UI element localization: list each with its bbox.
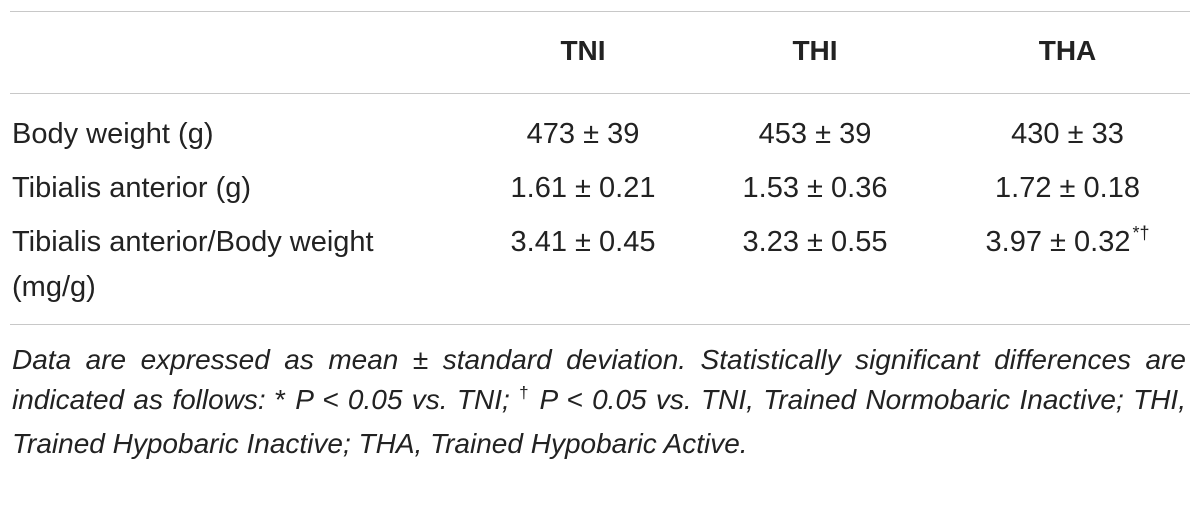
header-divider-rule: [10, 93, 1190, 94]
cell-ratio-tni: 3.41 ± 0.45: [510, 226, 656, 258]
cell-ratio-tha-value: 3.97 ± 0.32: [985, 226, 1131, 258]
cell-ratio-tha: 3.97 ± 0.32 *†: [960, 223, 1175, 262]
footnote-part3: P < 0.05 vs. TNI, Trained Normobaric Ina…: [12, 384, 1186, 459]
cell-body-weight-thi: 453 ± 39: [758, 118, 872, 150]
table-footnote: Data are expressed as mean ± standard de…: [12, 340, 1186, 464]
table-bottom-rule: [10, 324, 1190, 325]
row-label-tibialis-anterior: Tibialis anterior (g): [12, 172, 252, 204]
column-header-tha: THA: [1038, 35, 1097, 66]
cell-tibialis-anterior-tni: 1.61 ± 0.21: [510, 172, 656, 204]
footnote-asterisk: *: [275, 384, 286, 415]
cell-tibialis-anterior-tha: 1.72 ± 0.18: [995, 172, 1140, 204]
row-label-ratio-line1: Tibialis anterior/Body weight: [12, 226, 374, 258]
cell-tibialis-anterior-thi: 1.53 ± 0.36: [742, 172, 888, 204]
column-header-tni: TNI: [560, 35, 606, 66]
footnote-part1: Data are expressed as mean ± standard de…: [12, 344, 1186, 415]
footnote-dagger: †: [519, 383, 531, 402]
significance-marks: *†: [1132, 223, 1150, 243]
cell-body-weight-tni: 473 ± 39: [526, 118, 640, 150]
footnote-part2: P < 0.05 vs. TNI;: [285, 384, 520, 415]
cell-ratio-thi: 3.23 ± 0.55: [742, 226, 888, 258]
table-top-rule: [10, 11, 1190, 12]
cell-body-weight-tha: 430 ± 33: [1011, 118, 1124, 150]
row-label-ratio-line2: (mg/g): [12, 271, 96, 303]
column-header-thi: THI: [792, 35, 838, 66]
row-label-body-weight: Body weight (g): [12, 118, 214, 150]
